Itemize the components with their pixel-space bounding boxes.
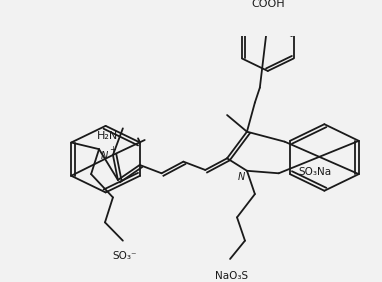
Text: H₂N: H₂N [97,131,118,141]
Text: NaO₃S: NaO₃S [215,271,249,281]
Text: +: + [109,145,116,154]
Text: COOH: COOH [251,0,285,9]
Text: N: N [101,151,108,161]
Text: SO₃⁻: SO₃⁻ [113,251,137,261]
Text: SO₃Na: SO₃Na [298,168,331,177]
Text: N: N [238,173,245,182]
